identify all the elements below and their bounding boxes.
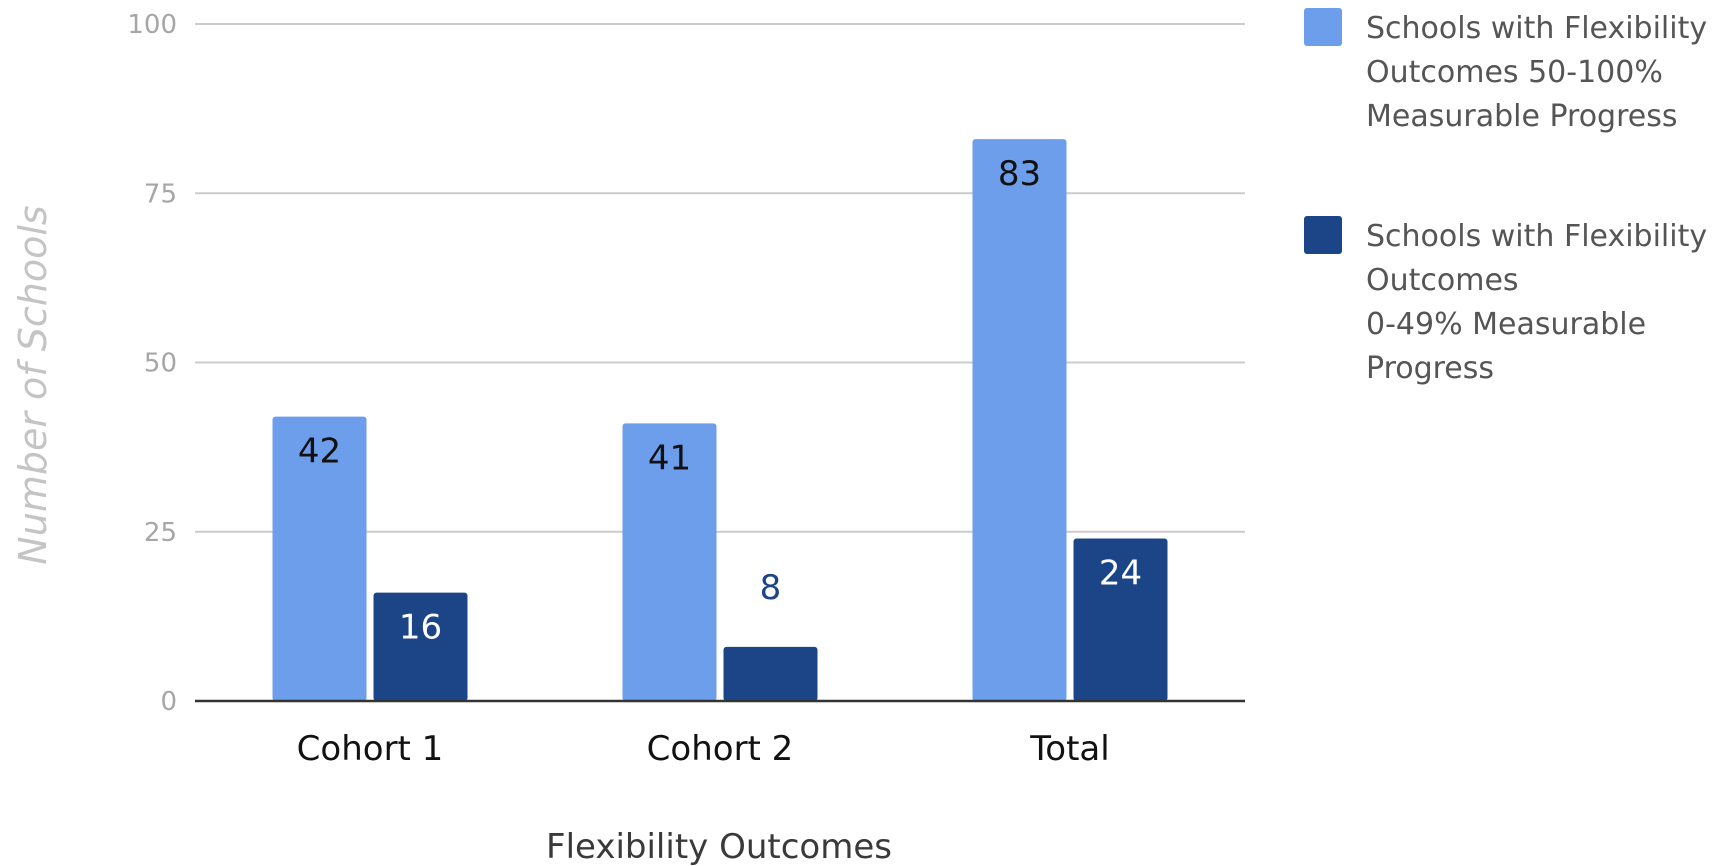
gridlines: [195, 23, 1245, 533]
y-tick-label: 25: [144, 518, 177, 548]
bar: [373, 592, 468, 701]
bar: [972, 139, 1067, 702]
legend-label: Outcomes 50-100%: [1366, 55, 1663, 90]
legend-swatch: [1304, 8, 1342, 46]
bar: [1073, 538, 1168, 701]
x-tick-label: Total: [1029, 729, 1109, 769]
y-axis-title: Number of Schools: [11, 205, 55, 564]
data-label: 42: [298, 432, 341, 472]
legend-label: 0-49% Measurable: [1366, 307, 1646, 342]
bar: [723, 646, 818, 701]
data-label: 8: [760, 568, 782, 608]
data-label: 24: [1099, 554, 1142, 594]
y-axis-ticks: 0 25 50 75 100: [127, 10, 177, 717]
x-axis-ticks: Cohort 1 Cohort 2 Total: [297, 729, 1110, 769]
y-tick-label: 0: [160, 687, 177, 717]
data-label: 83: [998, 154, 1041, 194]
x-tick-label: Cohort 2: [647, 729, 794, 769]
bars: [272, 139, 1168, 702]
y-tick-label: 75: [144, 179, 177, 209]
x-tick-label: Cohort 1: [297, 729, 444, 769]
bar: [272, 416, 367, 701]
y-tick-label: 50: [144, 349, 177, 379]
data-label: 41: [648, 438, 691, 478]
y-tick-label: 100: [127, 10, 177, 40]
legend-label: Outcomes: [1366, 263, 1519, 298]
legend-label: Schools with Flexibility: [1366, 219, 1707, 254]
bar: [622, 423, 717, 701]
legend-label: Progress: [1366, 351, 1494, 386]
data-label: 16: [399, 608, 442, 648]
data-labels: 42 16 41 8 83 24: [298, 154, 1142, 648]
x-axis-title: Flexibility Outcomes: [546, 827, 892, 866]
legend-label: Measurable Progress: [1366, 99, 1677, 134]
legend: Schools with Flexibility Outcomes 50-100%…: [1304, 8, 1707, 386]
legend-label: Schools with Flexibility: [1366, 11, 1707, 46]
legend-swatch: [1304, 216, 1342, 254]
